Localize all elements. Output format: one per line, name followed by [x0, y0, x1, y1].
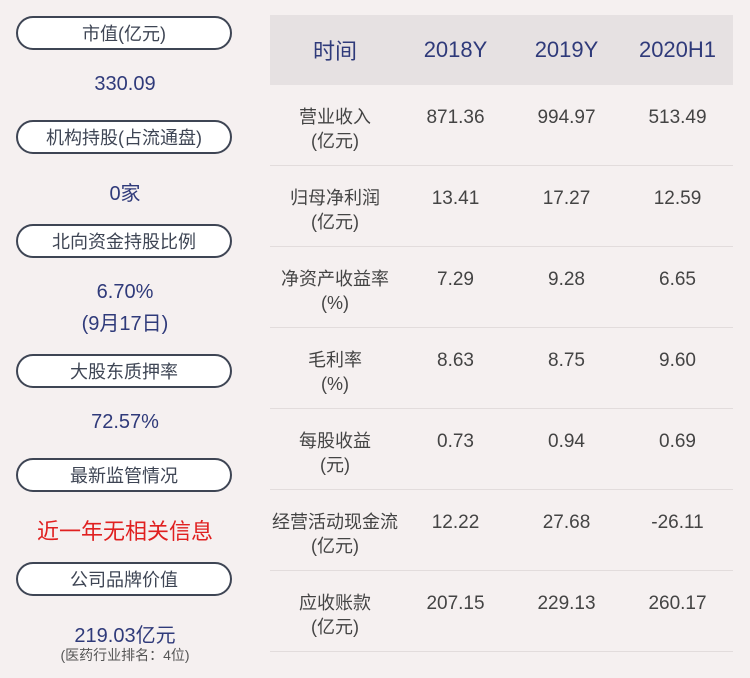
table-row: 每股收益 (元) 0.73 0.94 0.69 — [270, 409, 733, 490]
row-label-unit: (亿元) — [311, 212, 359, 232]
pledge-ratio-label: 大股东质押率 — [16, 354, 232, 388]
row-label-name: 每股收益 — [299, 431, 371, 451]
brand-value: 219.03亿元 — [74, 625, 176, 647]
northbound-ratio-value: 6.70% — [96, 281, 154, 303]
row-label: 应收账款 (亿元) — [270, 571, 400, 639]
row-label-unit: (%) — [321, 293, 349, 313]
institution-holding-value: 0家 — [109, 183, 141, 205]
row-label-unit: (元) — [320, 455, 350, 475]
financial-table: 时间 2018Y 2019Y 2020H1 营业收入 (亿元) 871.36 99… — [270, 15, 733, 652]
brand-rank-note: (医药行业排名：4位) — [60, 647, 190, 663]
row-label-name: 净资产收益率 — [281, 269, 389, 289]
cell-value: 207.15 — [426, 593, 485, 614]
table-row: 归母净利润 (亿元) 13.41 17.27 12.59 — [270, 166, 733, 247]
brand-value-label: 公司品牌价值 — [16, 562, 232, 596]
cell-value: 871.36 — [426, 107, 485, 128]
row-label-unit: (亿元) — [311, 536, 359, 556]
header-time: 时间 — [312, 39, 357, 64]
cell-value: 7.29 — [437, 269, 474, 290]
market-cap-value: 330.09 — [94, 73, 156, 95]
table-row: 经营活动现金流 (亿元) 12.22 27.68 -26.11 — [270, 490, 733, 571]
cell-value: 0.94 — [548, 431, 585, 452]
table-body: 营业收入 (亿元) 871.36 994.97 513.49 归母净利润 (亿元) … — [270, 85, 733, 652]
table-row: 净资产收益率 (%) 7.29 9.28 6.65 — [270, 247, 733, 328]
cell-value: 229.13 — [537, 593, 596, 614]
row-label: 归母净利润 (亿元) — [270, 166, 400, 234]
row-label: 每股收益 (元) — [270, 409, 400, 477]
cell-value: -26.11 — [651, 512, 704, 533]
row-label-unit: (亿元) — [311, 131, 359, 151]
stock-summary-panel: 市值(亿元) 330.09 机构持股(占流通盘) 0家 北向资金持股比例 6.7… — [0, 0, 250, 678]
row-label: 净资产收益率 (%) — [270, 247, 400, 315]
cell-value: 994.97 — [537, 107, 596, 128]
row-label-name: 归母净利润 — [290, 188, 380, 208]
cell-value: 9.28 — [548, 269, 585, 290]
cell-value: 27.68 — [542, 512, 591, 533]
market-cap-label: 市值(亿元) — [16, 16, 232, 50]
cell-value: 17.27 — [542, 188, 591, 209]
table-row: 毛利率 (%) 8.63 8.75 9.60 — [270, 328, 733, 409]
row-label-name: 营业收入 — [299, 107, 371, 127]
table-row: 应收账款 (亿元) 207.15 229.13 260.17 — [270, 571, 733, 652]
cell-value: 12.22 — [431, 512, 480, 533]
row-label: 营业收入 (亿元) — [270, 85, 400, 153]
cell-value: 513.49 — [648, 107, 707, 128]
cell-value: 8.75 — [548, 350, 585, 371]
header-2019y: 2019Y — [534, 37, 599, 62]
cell-value: 12.59 — [653, 188, 702, 209]
header-2020h1: 2020H1 — [638, 37, 717, 62]
table-row: 营业收入 (亿元) 871.36 994.97 513.49 — [270, 85, 733, 166]
header-2018y: 2018Y — [423, 37, 488, 62]
institution-holding-label: 机构持股(占流通盘) — [16, 120, 232, 154]
row-label-name: 毛利率 — [308, 350, 362, 370]
row-label: 毛利率 (%) — [270, 328, 400, 396]
northbound-ratio-label: 北向资金持股比例 — [16, 224, 232, 258]
row-label: 经营活动现金流 (亿元) — [270, 490, 400, 558]
table-header: 时间 2018Y 2019Y 2020H1 — [270, 15, 733, 85]
cell-value: 260.17 — [648, 593, 707, 614]
cell-value: 0.73 — [437, 431, 474, 452]
row-label-unit: (%) — [321, 374, 349, 394]
cell-value: 13.41 — [431, 188, 480, 209]
cell-value: 0.69 — [659, 431, 696, 452]
regulation-value: 近一年无相关信息 — [36, 519, 213, 544]
row-label-name: 应收账款 — [299, 593, 371, 613]
cell-value: 9.60 — [659, 350, 696, 371]
cell-value: 6.65 — [659, 269, 696, 290]
northbound-ratio-date: (9月17日) — [81, 313, 169, 335]
cell-value: 8.63 — [437, 350, 474, 371]
row-label-name: 经营活动现金流 — [272, 512, 398, 532]
row-label-unit: (亿元) — [311, 617, 359, 637]
regulation-label: 最新监管情况 — [16, 458, 232, 492]
pledge-ratio-value: 72.57% — [91, 411, 159, 433]
